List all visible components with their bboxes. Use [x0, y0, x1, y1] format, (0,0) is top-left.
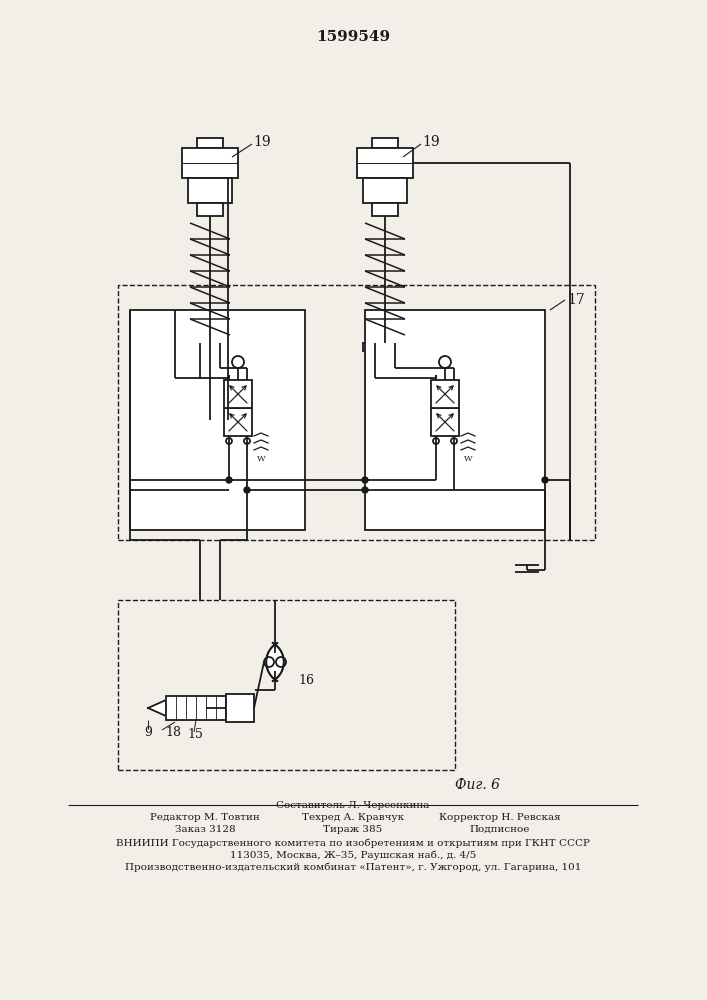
Bar: [372, 203, 398, 216]
Bar: [224, 380, 252, 408]
Text: Корректор Н. Ревская: Корректор Н. Ревская: [439, 812, 561, 822]
Bar: [431, 380, 459, 408]
Text: 19: 19: [422, 135, 440, 149]
Bar: [118, 285, 595, 540]
Bar: [357, 148, 413, 178]
Circle shape: [264, 657, 274, 667]
Text: 15: 15: [187, 728, 203, 742]
Bar: [365, 310, 545, 530]
Polygon shape: [267, 643, 284, 681]
Circle shape: [362, 477, 368, 483]
Circle shape: [451, 438, 457, 444]
Text: Производственно-издательский комбинат «Патент», г. Ужгород, ул. Гагарина, 101: Производственно-издательский комбинат «П…: [125, 862, 581, 872]
Text: 17: 17: [567, 293, 585, 307]
Text: Техред А. Кравчук: Техред А. Кравчук: [302, 812, 404, 822]
Bar: [118, 600, 455, 770]
Text: W: W: [464, 455, 472, 463]
Bar: [431, 408, 459, 436]
Bar: [182, 148, 238, 178]
Bar: [197, 138, 223, 148]
Text: 19: 19: [253, 135, 271, 149]
Text: Тираж 385: Тираж 385: [323, 824, 382, 834]
Text: Подписное: Подписное: [470, 824, 530, 834]
Text: Редактор М. Товтин: Редактор М. Товтин: [150, 812, 260, 822]
Circle shape: [542, 477, 548, 483]
Bar: [363, 343, 407, 351]
Bar: [188, 343, 232, 351]
Circle shape: [232, 356, 244, 368]
Bar: [226, 694, 254, 722]
Circle shape: [244, 438, 250, 444]
Text: 16: 16: [298, 674, 314, 686]
Text: W: W: [257, 455, 265, 463]
Text: 9: 9: [144, 726, 152, 738]
Circle shape: [276, 657, 286, 667]
Bar: [130, 310, 305, 530]
Text: 113035, Москва, Ж–35, Раушская наб., д. 4/5: 113035, Москва, Ж–35, Раушская наб., д. …: [230, 850, 476, 860]
Circle shape: [226, 477, 232, 483]
Circle shape: [244, 487, 250, 493]
Text: Составитель Л. Черсенкина: Составитель Л. Черсенкина: [276, 800, 430, 810]
Text: Заказ 3128: Заказ 3128: [175, 824, 235, 834]
Polygon shape: [148, 700, 166, 716]
Bar: [372, 138, 398, 148]
Bar: [188, 178, 232, 203]
Circle shape: [433, 438, 439, 444]
Text: 18: 18: [165, 726, 181, 738]
Bar: [166, 696, 226, 720]
Bar: [224, 408, 252, 436]
Text: ВНИИПИ Государственного комитета по изобретениям и открытиям при ГКНТ СССР: ВНИИПИ Государственного комитета по изоб…: [116, 838, 590, 848]
Text: Фиг. 6: Фиг. 6: [455, 778, 500, 792]
Bar: [363, 178, 407, 203]
Text: 1599549: 1599549: [316, 30, 390, 44]
Circle shape: [226, 438, 232, 444]
Circle shape: [439, 356, 451, 368]
Bar: [197, 203, 223, 216]
Circle shape: [362, 487, 368, 493]
